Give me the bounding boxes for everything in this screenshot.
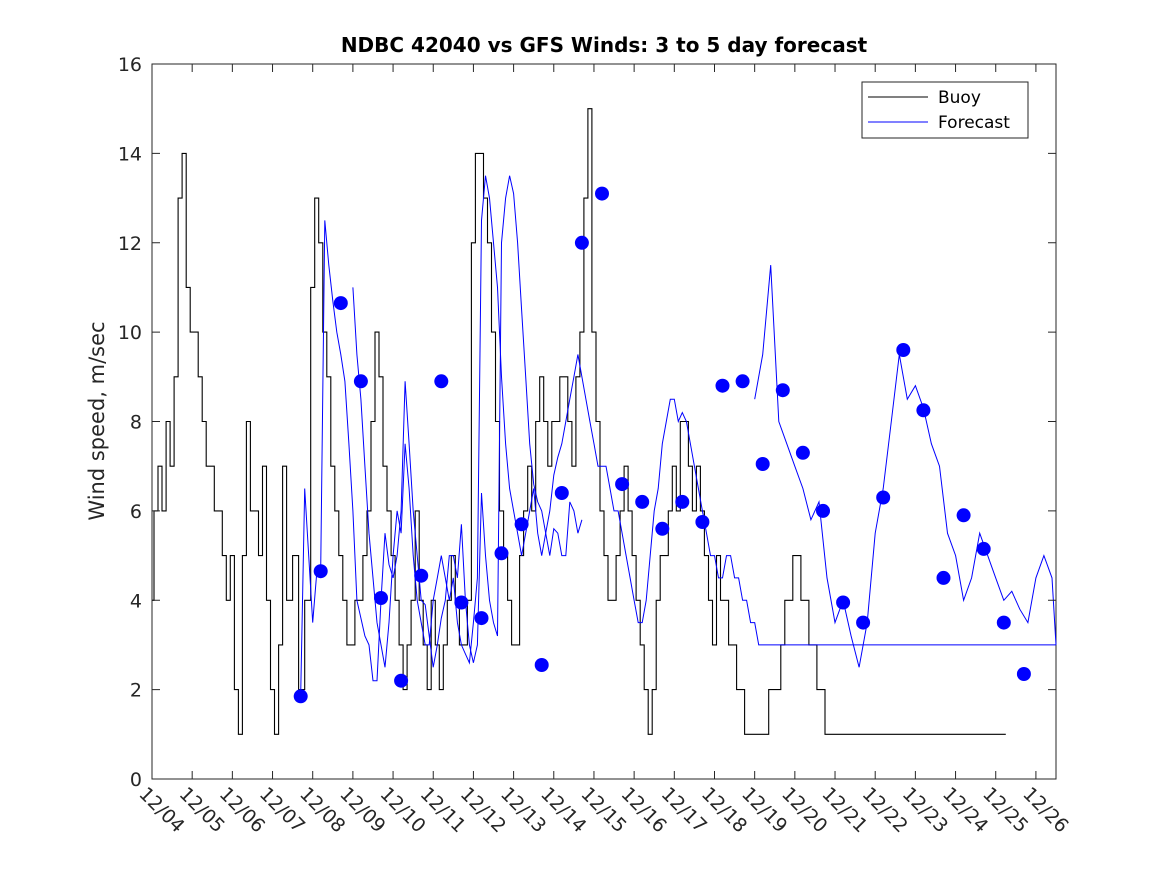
forecast-marker	[775, 383, 790, 398]
forecast-marker	[655, 521, 670, 536]
y-tick-label: 2	[130, 680, 142, 702]
y-tick-label: 16	[118, 54, 142, 76]
forecast-line-1	[300, 175, 583, 695]
forecast-marker	[595, 186, 609, 201]
forecast-marker	[1016, 667, 1031, 681]
chart-title: NDBC 42040 vs GFS Winds: 3 to 5 day fore…	[341, 33, 868, 57]
y-tick-label: 10	[118, 322, 142, 344]
forecast-marker	[635, 494, 650, 509]
forecast-marker	[976, 541, 991, 556]
forecast-marker	[574, 235, 589, 250]
forecast-marker	[836, 595, 851, 610]
axes-box	[151, 63, 1057, 780]
forecast-line-3	[754, 265, 1057, 668]
y-tick-label: 12	[118, 233, 142, 255]
forecast-marker	[956, 508, 971, 523]
forecast-marker	[454, 595, 469, 610]
forecast-marker	[374, 591, 388, 605]
forecast-marker	[615, 477, 630, 492]
forecast-marker	[554, 486, 569, 500]
y-tick-label: 6	[130, 501, 142, 523]
forecast-marker	[795, 445, 810, 460]
legend-forecast-label: Forecast	[938, 113, 1010, 133]
forecast-marker	[514, 517, 529, 532]
buoy-line	[152, 108, 1006, 735]
legend-box	[861, 81, 1029, 139]
legend: Buoy Forecast	[861, 81, 1029, 139]
forecast-marker	[896, 343, 911, 357]
y-tick-label: 14	[118, 143, 142, 165]
forecast-marker	[856, 615, 871, 630]
forecast-marker	[755, 457, 770, 471]
y-tick-label: 8	[130, 412, 142, 434]
y-tick-label: 4	[130, 590, 142, 612]
forecast-marker	[414, 568, 429, 583]
forecast-marker	[916, 403, 931, 418]
forecast-marker	[876, 490, 891, 505]
forecast-marker	[394, 673, 409, 688]
legend-buoy-label: Buoy	[938, 88, 981, 108]
forecast-marker	[293, 689, 308, 704]
forecast-marker	[474, 611, 489, 626]
forecast-marker	[333, 296, 348, 311]
forecast-marker	[715, 378, 730, 393]
forecast-marker	[695, 515, 710, 529]
forecast-marker	[434, 374, 449, 389]
forecast-marker	[996, 615, 1011, 630]
buoy-series-layer	[152, 108, 1006, 735]
y-axis-label: Wind speed, m/sec	[85, 321, 109, 520]
forecast-marker	[735, 374, 750, 389]
forecast-marker	[675, 494, 690, 509]
forecast-marker	[494, 546, 509, 561]
forecast-marker-layer	[293, 186, 1031, 704]
forecast-marker	[534, 658, 549, 672]
forecast-marker	[353, 374, 368, 389]
forecast-marker	[936, 570, 951, 585]
forecast-marker	[313, 564, 328, 579]
y-tick-label: 0	[130, 769, 142, 791]
y-axis-ticks: 0 2 4 6 8 10 12 14 16	[118, 54, 1056, 791]
forecast-marker	[816, 503, 830, 518]
